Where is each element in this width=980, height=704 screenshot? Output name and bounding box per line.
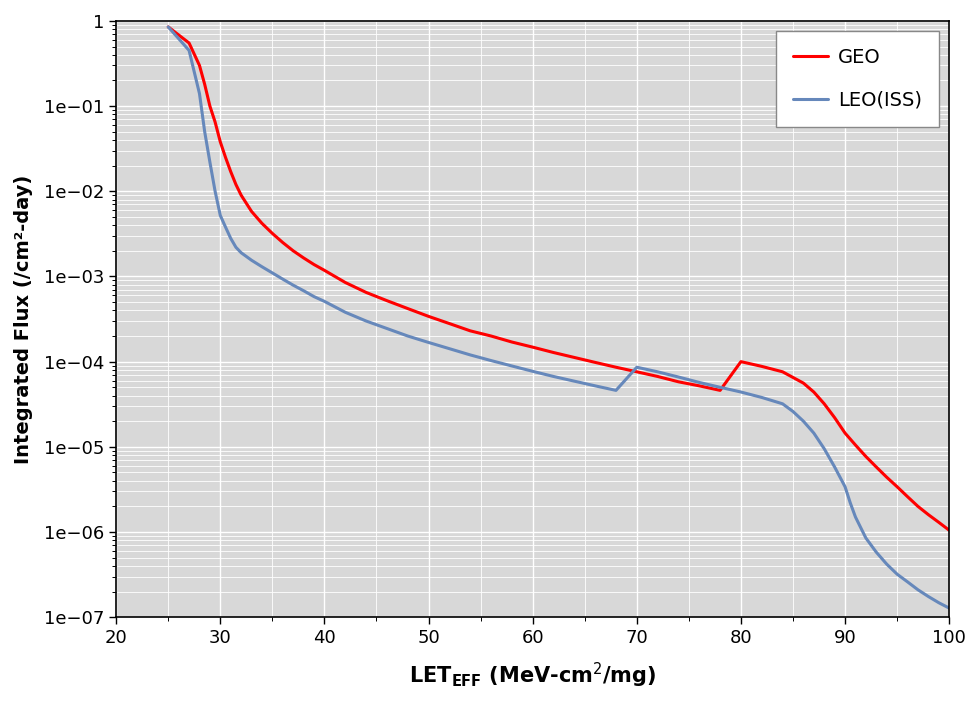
Legend: GEO, LEO(ISS): GEO, LEO(ISS) [776, 30, 940, 127]
LEO(ISS) [163, 23, 174, 31]
LEO(ISS) [735, 388, 747, 396]
GEO [808, 388, 819, 396]
GEO [694, 382, 706, 390]
GEO [944, 526, 956, 534]
GEO [589, 358, 601, 367]
LEO(ISS) [267, 269, 278, 277]
Line: GEO: GEO [169, 27, 950, 530]
X-axis label: LET$_{\mathregular{EFF}}$ (MeV-cm$^2$/mg): LET$_{\mathregular{EFF}}$ (MeV-cm$^2$/mg… [409, 661, 657, 690]
Line: LEO(ISS): LEO(ISS) [169, 27, 950, 608]
Y-axis label: Integrated Flux (/cm²-day): Integrated Flux (/cm²-day) [14, 175, 33, 464]
LEO(ISS) [850, 513, 861, 521]
LEO(ISS) [277, 275, 289, 284]
LEO(ISS) [922, 592, 934, 601]
GEO [183, 39, 195, 47]
GEO [652, 372, 663, 381]
LEO(ISS) [798, 417, 809, 425]
GEO [163, 23, 174, 31]
LEO(ISS) [944, 604, 956, 612]
GEO [361, 288, 372, 296]
